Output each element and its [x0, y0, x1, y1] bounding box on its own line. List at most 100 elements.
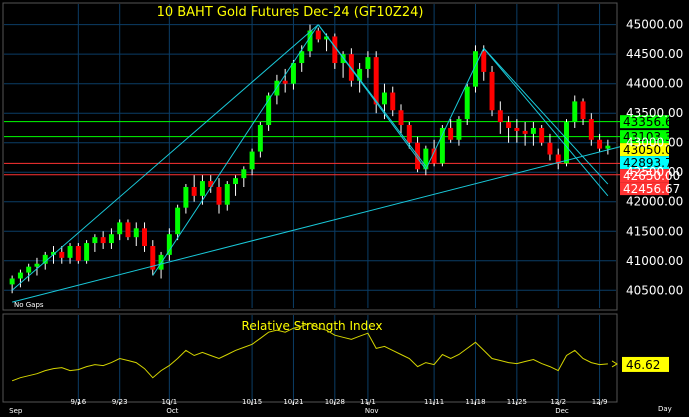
- candle-body: [249, 151, 255, 170]
- chart-title: 10 BAHT Gold Futures Dec-24 (GF10Z24): [157, 5, 424, 20]
- candle-body: [224, 184, 230, 205]
- ytick-label: 43000.00: [626, 136, 683, 150]
- rsi-title: Relative Strength Index: [242, 319, 383, 333]
- rsi-arrow-icon: [611, 360, 618, 368]
- candle-body: [514, 127, 520, 131]
- candle-body: [324, 36, 330, 40]
- month-label: Sep: [9, 407, 23, 415]
- ytick-label: 44500.00: [626, 47, 683, 61]
- trendline: [11, 24, 319, 291]
- candle-body: [282, 80, 288, 84]
- candle-body: [175, 207, 181, 235]
- candle-body: [332, 36, 338, 64]
- candle-body: [588, 119, 594, 140]
- month-label: Oct: [166, 407, 178, 415]
- candle-body: [166, 234, 172, 255]
- xtick-label: 9/23: [112, 398, 128, 406]
- ytick-label: 44000.00: [626, 77, 683, 91]
- ytick-label: 43500.00: [626, 106, 683, 120]
- candle-body: [9, 278, 15, 285]
- trendline: [483, 47, 609, 185]
- level-label-text: 42650.00: [623, 169, 680, 183]
- candle-body: [34, 263, 40, 267]
- trendline: [483, 47, 609, 197]
- rsi-panel-frame: [2, 313, 618, 403]
- candle-body: [290, 63, 296, 84]
- candle-body: [398, 110, 404, 126]
- candle-body: [472, 51, 478, 87]
- level-label-text: 42893.75: [623, 156, 680, 170]
- candle-body: [191, 186, 197, 196]
- candle-body: [580, 101, 586, 120]
- rsi-grid: [77, 315, 601, 401]
- candle-body: [108, 234, 114, 244]
- candle-body: [365, 57, 371, 69]
- level-boxes: 43356.6643103.3343050.0042893.7542650.00…: [620, 115, 680, 196]
- candle-body: [150, 246, 156, 270]
- candle-body: [257, 125, 263, 152]
- candle-body: [59, 251, 65, 258]
- ytick-labels: 45000.00 44500.00 44000.00 43500.00 43000.00…: [626, 18, 683, 298]
- xtick-label: 10/1: [161, 398, 177, 406]
- candle-body: [75, 246, 81, 261]
- candle-body: [125, 222, 131, 238]
- candle-body: [605, 145, 611, 149]
- candle-body: [497, 110, 503, 123]
- candle-body: [117, 222, 123, 235]
- candle-body: [423, 148, 429, 170]
- no-gaps-note: No Gaps: [14, 301, 44, 309]
- candle-body: [406, 125, 412, 143]
- ytick-label: 45000.00: [626, 18, 683, 32]
- candles: [9, 24, 611, 294]
- xtick-label: 11/18: [465, 398, 485, 406]
- x-axis-label: Day: [658, 405, 672, 413]
- candle-body: [481, 51, 487, 72]
- candle-body: [100, 237, 106, 244]
- candle-body: [67, 246, 73, 258]
- month-label: Dec: [555, 407, 569, 415]
- ytick-label: 41500.00: [626, 224, 683, 238]
- candle-body: [539, 127, 545, 143]
- candle-body: [92, 237, 98, 244]
- ytick-label: 41000.00: [626, 254, 683, 268]
- candle-body: [547, 142, 553, 155]
- rsi-value-box: [622, 356, 669, 372]
- level-label-box: [620, 143, 669, 157]
- candle-body: [42, 254, 48, 264]
- trendline: [12, 145, 625, 303]
- candle-body: [266, 95, 272, 126]
- trendline: [425, 48, 485, 170]
- month-label: Nov: [365, 407, 379, 415]
- xtick-label: 11/25: [507, 398, 527, 406]
- candle-body: [506, 122, 512, 128]
- candle-body: [522, 130, 528, 134]
- rsi-value-label: 46.62: [626, 358, 660, 372]
- level-label-text: 43050.00: [623, 143, 680, 157]
- candle-body: [530, 127, 536, 134]
- xtick-label: 12/2: [550, 398, 566, 406]
- candle-body: [241, 169, 247, 179]
- candle-body: [448, 127, 454, 140]
- price-grid: [4, 4, 616, 308]
- candle-body: [357, 68, 363, 81]
- candle-body: [307, 30, 313, 52]
- candle-body: [381, 92, 387, 105]
- candle-body: [142, 228, 148, 247]
- ytick-label: 40500.00: [626, 283, 683, 297]
- candle-body: [17, 272, 23, 279]
- candle-body: [373, 57, 379, 105]
- level-label-box: [620, 130, 669, 144]
- xtick-label: 11/11: [424, 398, 444, 406]
- candle-body: [464, 86, 470, 120]
- ytick-label: 42500.00: [626, 165, 683, 179]
- candle-body: [456, 119, 462, 140]
- candle-body: [199, 181, 205, 196]
- xtick-label: 9/16: [70, 398, 86, 406]
- price-panel-frame: [2, 2, 618, 311]
- candle-body: [26, 266, 32, 273]
- level-label-box: [620, 169, 669, 183]
- trendline: [317, 24, 427, 167]
- level-label-text: 42456.67: [623, 182, 680, 196]
- trendlines: [11, 24, 625, 303]
